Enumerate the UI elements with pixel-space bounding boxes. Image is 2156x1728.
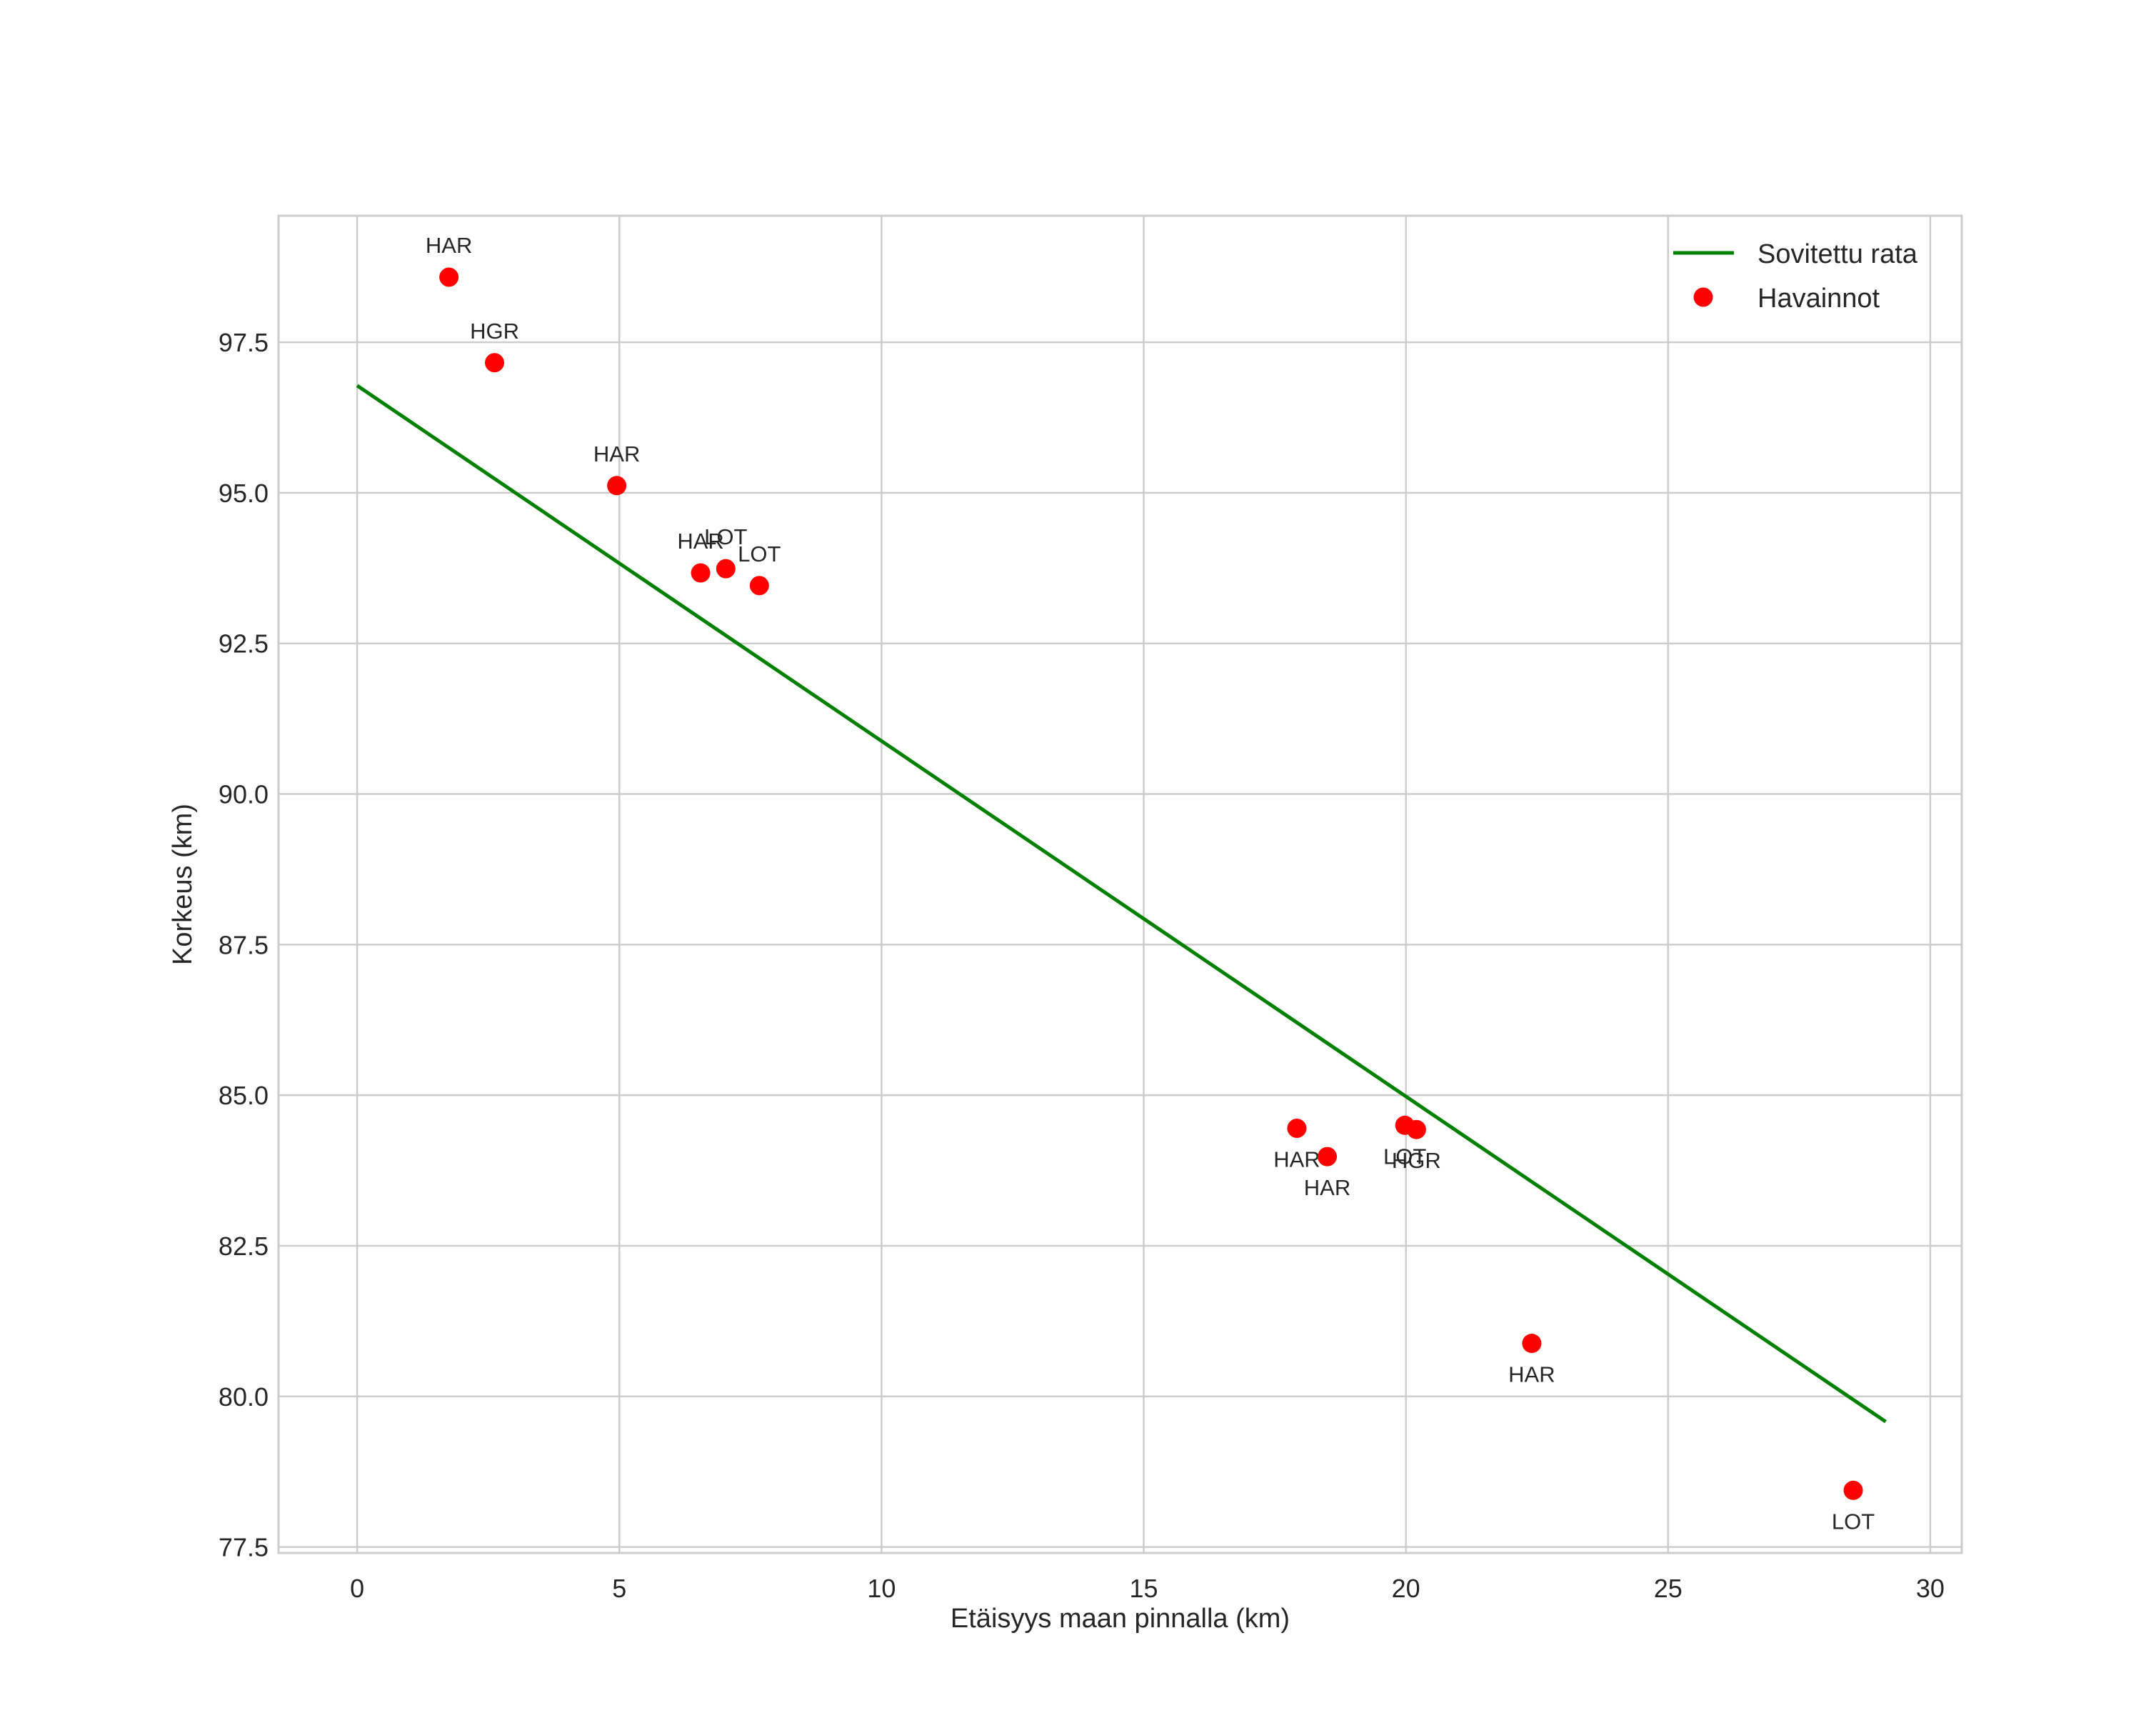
y-axis-label: Korkeus (km) <box>168 804 198 965</box>
point-label: HGR <box>1392 1148 1441 1173</box>
x-tick-label: 5 <box>612 1574 626 1603</box>
observation-point <box>716 559 736 579</box>
y-tick-label: 95.0 <box>219 479 269 508</box>
tick-labels: 0 5 10 15 20 25 30 77.5 80.0 82.5 85.0 87.5 90.0 92.5… <box>219 328 1945 1603</box>
observation-point <box>749 576 769 596</box>
y-tick-label: 82.5 <box>219 1232 269 1261</box>
x-tick-label: 25 <box>1654 1574 1683 1603</box>
observation-point <box>485 353 505 373</box>
x-tick-label: 20 <box>1392 1574 1420 1603</box>
point-label: LOT <box>1832 1509 1875 1534</box>
point-label: HAR <box>426 233 472 258</box>
x-tick-label: 15 <box>1130 1574 1158 1603</box>
legend-label-observations: Havainnot <box>1758 284 1880 314</box>
observation-point <box>1287 1119 1307 1139</box>
observation-point <box>1843 1480 1863 1500</box>
y-tick-label: 90.0 <box>219 780 269 809</box>
observation-point <box>691 563 711 583</box>
y-tick-label: 87.5 <box>219 930 269 959</box>
grid <box>279 216 1962 1553</box>
fit-line <box>356 384 1887 1424</box>
point-label: HAR <box>1273 1147 1320 1172</box>
legend: Sovitettu rata Havainnot <box>1673 239 1918 314</box>
y-tick-label: 92.5 <box>219 629 269 659</box>
observation-point <box>607 476 627 496</box>
point-label: HAR <box>677 529 723 554</box>
point-label: HAR <box>593 441 640 466</box>
plot-frame <box>277 214 1963 1554</box>
y-tick-label: 80.0 <box>219 1382 269 1412</box>
observation-point <box>439 267 459 287</box>
observation-point <box>1406 1119 1426 1139</box>
point-label: LOT <box>704 524 747 549</box>
y-tick-label: 85.0 <box>219 1081 269 1110</box>
y-tick-label: 77.5 <box>219 1533 269 1562</box>
fit-line-layer <box>356 384 1887 1424</box>
observation-point <box>1318 1147 1338 1167</box>
x-tick-label: 30 <box>1916 1574 1945 1603</box>
legend-label-fit-line: Sovitettu rata <box>1758 239 1918 269</box>
legend-dot-swatch <box>1693 287 1713 307</box>
point-label: LOT <box>1383 1144 1426 1169</box>
x-tick-label: 10 <box>867 1574 896 1603</box>
observation-point <box>1522 1334 1542 1354</box>
point-label: LOT <box>738 541 781 566</box>
y-tick-label: 97.5 <box>219 328 269 357</box>
point-label: HGR <box>470 319 519 344</box>
point-label: HAR <box>1508 1362 1555 1387</box>
x-axis-label: Etäisyys maan pinnalla (km) <box>951 1604 1290 1634</box>
point-label: HAR <box>1304 1175 1350 1200</box>
x-tick-label: 0 <box>350 1574 364 1603</box>
